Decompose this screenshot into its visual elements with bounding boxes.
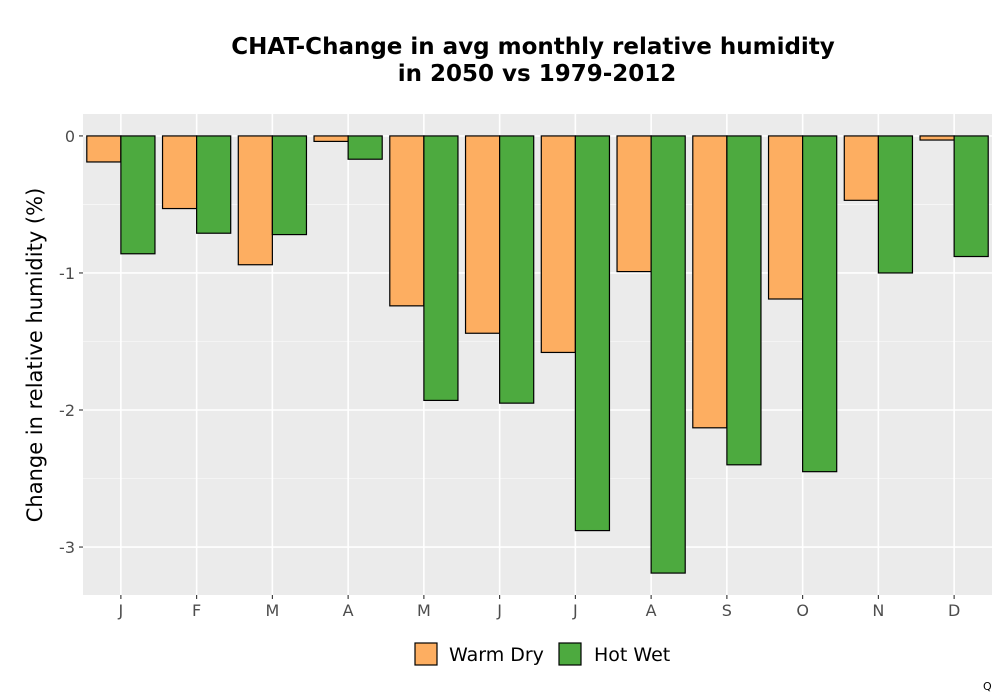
bar-hot-wet-11 [877, 135, 914, 274]
corner-mark: Q [983, 680, 992, 693]
bar-warm-dry-5 [389, 135, 425, 307]
bar-warm-dry-12 [919, 135, 955, 141]
bar-hot-wet-2 [196, 135, 232, 234]
x-tick-label: J [118, 601, 124, 620]
x-tick-label: D [948, 601, 960, 620]
x-tick-label: F [192, 601, 201, 620]
bar-warm-dry-4 [313, 135, 349, 143]
bar-hot-wet-5 [423, 135, 459, 402]
x-tick-label: J [572, 601, 578, 620]
bar-warm-dry-2 [161, 135, 198, 210]
y-tick-label: -1 [59, 264, 75, 283]
legend-key [414, 642, 438, 666]
bar-hot-wet-8 [650, 135, 686, 574]
y-axis-label: Change in relative humidity (%) [23, 188, 47, 523]
x-tick-label: N [872, 601, 884, 620]
bar-warm-dry-8 [616, 135, 652, 273]
plot-panel [83, 114, 992, 595]
bar-warm-dry-6 [464, 135, 501, 334]
legend: Warm Dry Hot Wet [414, 642, 670, 666]
y-tick-label: 0 [65, 127, 75, 146]
bar-hot-wet-7 [574, 135, 611, 532]
y-tick-label: -2 [59, 401, 75, 420]
bar-warm-dry-7 [540, 135, 576, 354]
x-tick-label: M [265, 601, 279, 620]
bar-warm-dry-9 [692, 135, 728, 429]
bar-hot-wet-4 [347, 135, 383, 160]
chart-title-line-2: in 2050 vs 1979-2012 [398, 61, 677, 87]
x-tick-label: A [646, 601, 657, 620]
x-tick-label: A [343, 601, 354, 620]
x-tick-label: M [417, 601, 431, 620]
bar-warm-dry-11 [843, 135, 879, 201]
bar-hot-wet-10 [802, 135, 838, 473]
bar-hot-wet-6 [499, 135, 535, 404]
chart-title: CHAT-Change in avg monthly relative humi… [231, 34, 835, 87]
y-axis-ticks: 0 -1 -2 -3 [59, 127, 83, 557]
bars [86, 135, 989, 574]
x-tick-label: J [496, 601, 502, 620]
legend-key [558, 642, 582, 666]
y-tick-label: -3 [59, 538, 75, 557]
legend-label: Warm Dry [449, 644, 544, 666]
bar-hot-wet-1 [120, 135, 156, 255]
bar-hot-wet-12 [953, 135, 989, 258]
bar-warm-dry-1 [86, 135, 122, 163]
x-tick-label: O [796, 601, 809, 620]
x-tick-label: S [722, 601, 732, 620]
bar-hot-wet-3 [271, 135, 308, 236]
bar-warm-dry-3 [237, 135, 273, 266]
bar-warm-dry-10 [767, 135, 804, 300]
legend-label: Hot Wet [594, 644, 670, 666]
bar-hot-wet-9 [726, 135, 762, 466]
chart-title-line-1: CHAT-Change in avg monthly relative humi… [231, 34, 835, 60]
